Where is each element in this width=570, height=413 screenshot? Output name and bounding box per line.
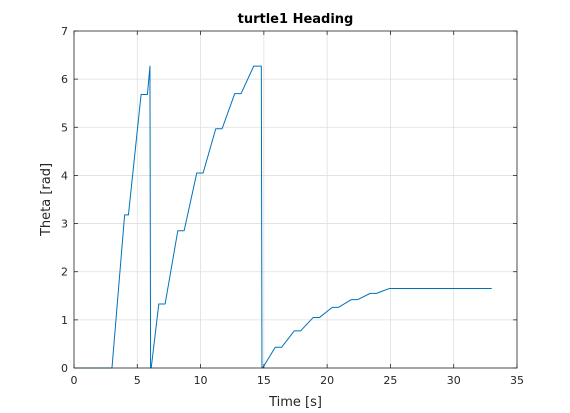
series-layer [74, 65, 492, 369]
axes-box [73, 30, 518, 369]
x-tick-label: 5 [134, 374, 141, 387]
y-tick-label: 7 [61, 25, 68, 38]
y-tick-label: 1 [61, 314, 68, 327]
x-tick-label: 20 [320, 374, 334, 387]
x-axis-label: Time [s] [268, 395, 322, 410]
x-tick-label: 30 [447, 374, 461, 387]
x-tick-label: 35 [510, 374, 524, 387]
y-tick-label: 0 [61, 362, 68, 375]
plot-area [74, 31, 517, 368]
x-tick-label: 10 [194, 374, 208, 387]
y-tick-label: 6 [61, 73, 68, 86]
y-tick-label: 3 [61, 218, 68, 231]
y-tick-label: 2 [61, 266, 68, 279]
x-tick-labels: 0 5 10 15 20 25 30 35 [71, 374, 525, 387]
series-line [74, 65, 492, 369]
y-axis-label: Theta [rad] [39, 163, 54, 237]
x-tick-label: 0 [71, 374, 78, 387]
y-tick-labels: 0 1 2 3 4 5 6 7 [61, 25, 68, 375]
x-tick-label: 25 [383, 374, 397, 387]
chart-title: turtle1 Heading [238, 12, 354, 27]
x-tick-label: 15 [257, 374, 271, 387]
tick-marks [73, 30, 518, 369]
y-tick-label: 4 [61, 169, 68, 182]
y-tick-label: 5 [61, 121, 68, 134]
